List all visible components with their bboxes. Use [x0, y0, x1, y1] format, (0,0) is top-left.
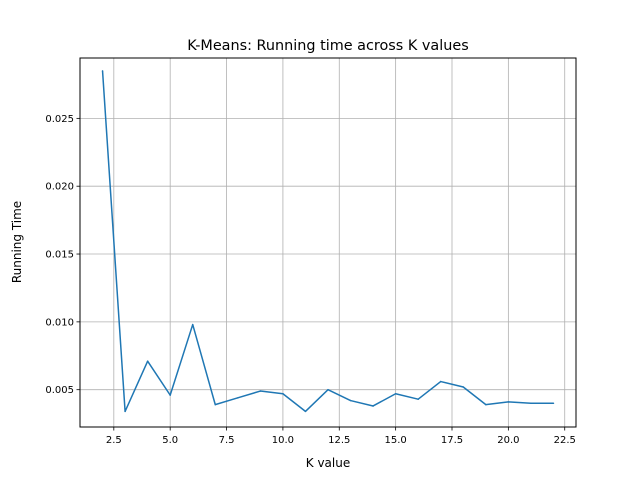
- data-point: [552, 402, 555, 405]
- x-tick-label: 17.5: [441, 435, 463, 446]
- grid: [80, 58, 576, 427]
- data-point: [394, 393, 397, 395]
- ticks: 2.5 5.0 7.5 10.0 12.5 15.0 17.5 20.0 22.5 0.005 0.…: [45, 114, 576, 446]
- y-tick-label: 0.010: [45, 317, 74, 328]
- y-tick-label: 0.020: [45, 182, 74, 193]
- x-tick-label: 12.5: [328, 435, 350, 446]
- data-point: [237, 397, 239, 399]
- x-tick-label: 15.0: [385, 435, 407, 446]
- data-point: [462, 386, 465, 388]
- x-tick-label: 5.0: [162, 435, 178, 446]
- data-point: [485, 403, 487, 406]
- data-point: [191, 323, 194, 326]
- chart-title: K-Means: Running time across K values: [187, 38, 468, 54]
- data-point: [124, 410, 126, 413]
- data-point: [372, 405, 374, 407]
- x-tick-label: 2.5: [106, 435, 122, 446]
- data-point: [349, 399, 352, 402]
- data-point: [169, 394, 171, 396]
- data-point: [327, 388, 329, 391]
- x-tick-label: 10.0: [272, 435, 294, 446]
- y-axis-label: Running Time: [10, 201, 24, 283]
- x-axis-label: K value: [306, 456, 350, 470]
- y-tick-label: 0.025: [45, 114, 74, 125]
- y-tick-label: 0.015: [45, 250, 74, 261]
- data-point: [282, 393, 284, 395]
- data-point: [507, 401, 510, 403]
- x-tick-label: 20.0: [497, 435, 519, 446]
- data-point: [304, 410, 307, 413]
- data-point: [530, 402, 532, 405]
- x-tick-label: 22.5: [554, 435, 576, 446]
- data-point: [101, 70, 104, 72]
- axes-frame: [79, 57, 577, 428]
- data-point: [259, 390, 262, 392]
- data-point: [146, 360, 149, 362]
- plot-line-group: [101, 70, 555, 413]
- data-point: [439, 380, 442, 383]
- y-tick-label: 0.005: [45, 385, 74, 396]
- data-point: [214, 403, 217, 406]
- x-tick-label: 7.5: [219, 435, 235, 446]
- data-point: [417, 398, 419, 400]
